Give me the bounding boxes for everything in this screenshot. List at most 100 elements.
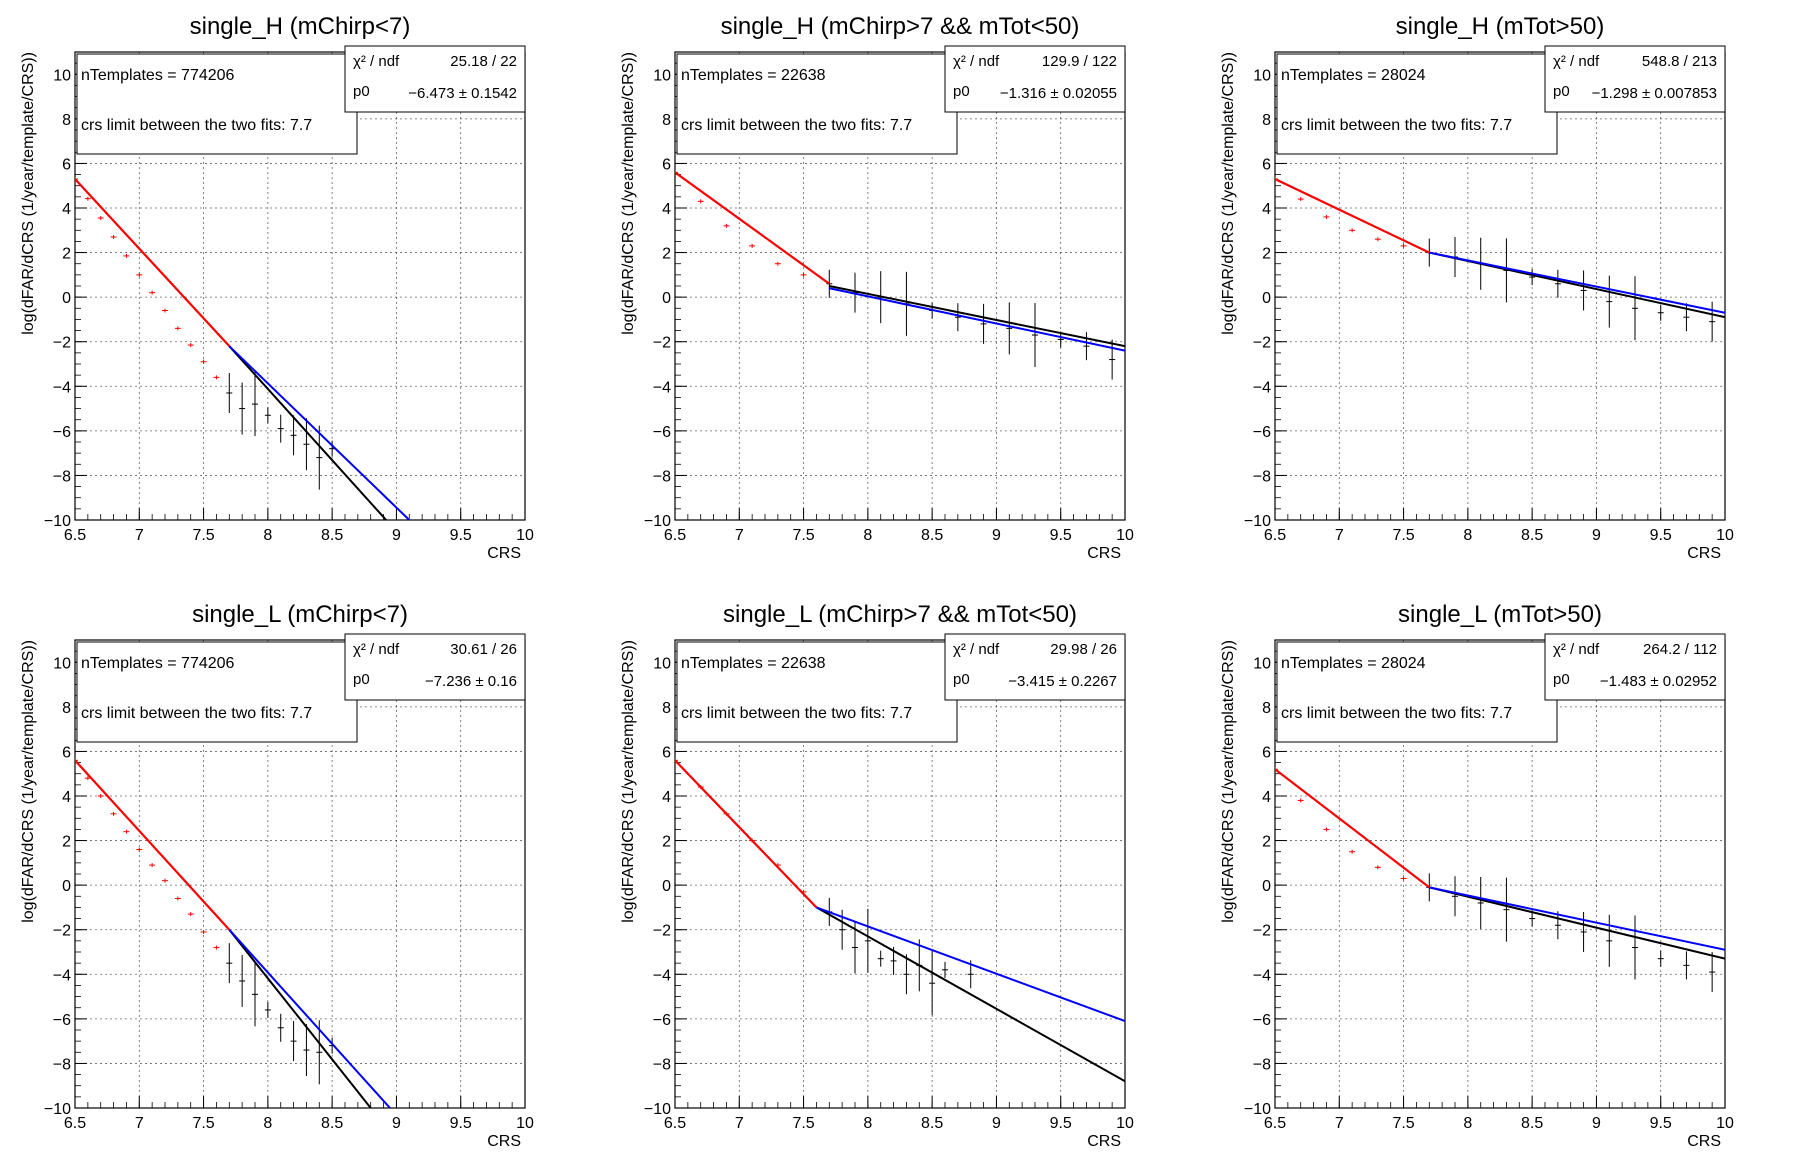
y-tick-label: 0 [1262,290,1271,307]
stats-box-frame [944,633,1126,701]
y-tick-label: −4 [53,379,71,396]
y-tick-label: −2 [53,923,71,940]
chart-title: single_L (mTot>50) [1398,601,1602,628]
x-axis-label: CRS [1687,1133,1721,1150]
y-tick-label: 0 [1262,878,1271,895]
y-axis-label: log(dFAR/dCRS (1/year/template/CRS)) [20,640,37,923]
x-tick-label: 7 [735,1115,744,1132]
chart-panel-6: 6.5 7 7.5 8 8.5 9 9.5 10−10−8−6−4−20246810CRSlo… [1220,601,1734,1150]
x-tick-label: 9 [392,527,401,544]
y-axis-label: log(dFAR/dCRS (1/year/template/CRS)) [1220,52,1237,335]
y-tick-label: −10 [1244,1101,1271,1118]
y-tick-label: 2 [62,246,71,263]
y-tick-label: 2 [1262,834,1271,851]
x-tick-label: 7 [1335,527,1344,544]
stats-box-frame [344,45,526,113]
info-box-frame [676,641,958,743]
p0-value: −6.473 ± 0.1542 [408,85,517,102]
y-tick-label: 10 [1253,67,1271,84]
stats-box: χ² / ndf 264.2 / 112 p0 −1.483 ± 0.02952 [1544,633,1726,701]
x-tick-label: 10 [1116,527,1134,544]
y-tick-label: −6 [1253,424,1271,441]
y-tick-label: −6 [1253,1012,1271,1029]
x-tick-label: 7 [735,527,744,544]
y-tick-label: −8 [653,468,671,485]
ntemplates-text: nTemplates = 774206 [81,655,235,672]
ntemplates-text: nTemplates = 28024 [1281,67,1426,84]
chi2-label: χ² / ndf [353,641,400,658]
y-tick-label: 6 [1262,744,1271,761]
chart-panel-1: 6.5 7 7.5 8 8.5 9 9.5 10−10−8−6−4−20246810CRSlo… [20,13,534,562]
chart-title: single_H (mChirp<7) [190,13,411,40]
y-tick-label: −4 [1253,379,1271,396]
y-tick-label: 6 [1262,156,1271,173]
y-tick-label: 8 [1262,700,1271,717]
y-tick-label: −4 [653,967,671,984]
stats-box: χ² / ndf 129.9 / 122 p0 −1.316 ± 0.02055 [944,45,1126,113]
y-tick-label: −2 [53,335,71,352]
y-tick-label: −2 [1253,923,1271,940]
ntemplates-text: nTemplates = 774206 [81,67,235,84]
fit-group [675,758,1125,1083]
x-tick-label: 9.5 [1650,527,1672,544]
x-tick-label: 9 [992,1115,1001,1132]
fit-line-blue [1429,886,1725,951]
y-axis-label: log(dFAR/dCRS (1/year/template/CRS)) [1220,640,1237,923]
limit-text: crs limit between the two fits: 7.7 [1281,117,1512,134]
limit-text: crs limit between the two fits: 7.7 [1281,705,1512,722]
y-tick-label: −8 [1253,468,1271,485]
p0-value: −7.236 ± 0.16 [425,673,517,690]
y-tick-label: −4 [653,379,671,396]
x-tick-label: 8.5 [1521,527,1543,544]
y-tick-label: −2 [653,335,671,352]
fit-group [75,758,391,1108]
y-tick-label: 6 [662,156,671,173]
stats-box-frame [1544,633,1726,701]
y-tick-label: −4 [53,967,71,984]
x-axis-label: CRS [1087,1133,1121,1150]
x-tick-label: 8.5 [1521,1115,1543,1132]
y-tick-label: 4 [662,789,671,806]
fit-line-blue [829,287,1125,352]
x-tick-label: 10 [516,1115,534,1132]
fit-line-black [228,929,372,1108]
x-tick-label: 7.5 [792,527,814,544]
x-tick-label: 8 [1463,1115,1472,1132]
x-tick-label: 10 [1116,1115,1134,1132]
x-tick-label: 10 [516,527,534,544]
x-tick-label: 7 [135,1115,144,1132]
x-tick-label: 8.5 [321,1115,343,1132]
y-tick-label: −6 [53,1012,71,1029]
x-axis-label: CRS [1087,545,1121,562]
y-tick-label: 0 [62,878,71,895]
p0-value: −3.415 ± 0.2267 [1008,673,1117,690]
chart-title: single_H (mChirp>7 && mTot<50) [721,13,1080,40]
stats-box: χ² / ndf 548.8 / 213 p0 −1.298 ± 0.007853 [1544,45,1726,113]
x-tick-label: 9.5 [1050,1115,1072,1132]
y-tick-label: 10 [653,655,671,672]
chart-panel-4: 6.5 7 7.5 8 8.5 9 9.5 10−10−8−6−4−20246810CRSlo… [20,601,534,1150]
stats-box: χ² / ndf 25.18 / 22 p0 −6.473 ± 0.1542 [344,45,526,113]
y-tick-label: 8 [1262,112,1271,129]
fit-line-red [75,759,231,931]
stats-box: χ² / ndf 30.61 / 26 p0 −7.236 ± 0.16 [344,633,526,701]
chi2-value: 264.2 / 112 [1643,641,1717,658]
p0-label: p0 [1553,671,1570,688]
stats-box-frame [344,633,526,701]
p0-label: p0 [353,83,370,100]
y-tick-label: 0 [662,290,671,307]
y-tick-label: 10 [53,655,71,672]
x-tick-label: 6.5 [664,1115,686,1132]
fit-line-blue [1429,251,1725,314]
x-tick-label: 6.5 [664,527,686,544]
y-tick-label: 10 [653,67,671,84]
stats-box-frame [944,45,1126,113]
chi2-label: χ² / ndf [953,641,1000,658]
y-tick-label: −8 [653,1056,671,1073]
info-box: nTemplates = 774206 crs limit between the… [76,641,358,743]
chi2-label: χ² / ndf [353,53,400,70]
y-tick-label: 8 [62,700,71,717]
y-tick-label: 0 [662,878,671,895]
p0-label: p0 [353,671,370,688]
x-tick-label: 9.5 [450,527,472,544]
